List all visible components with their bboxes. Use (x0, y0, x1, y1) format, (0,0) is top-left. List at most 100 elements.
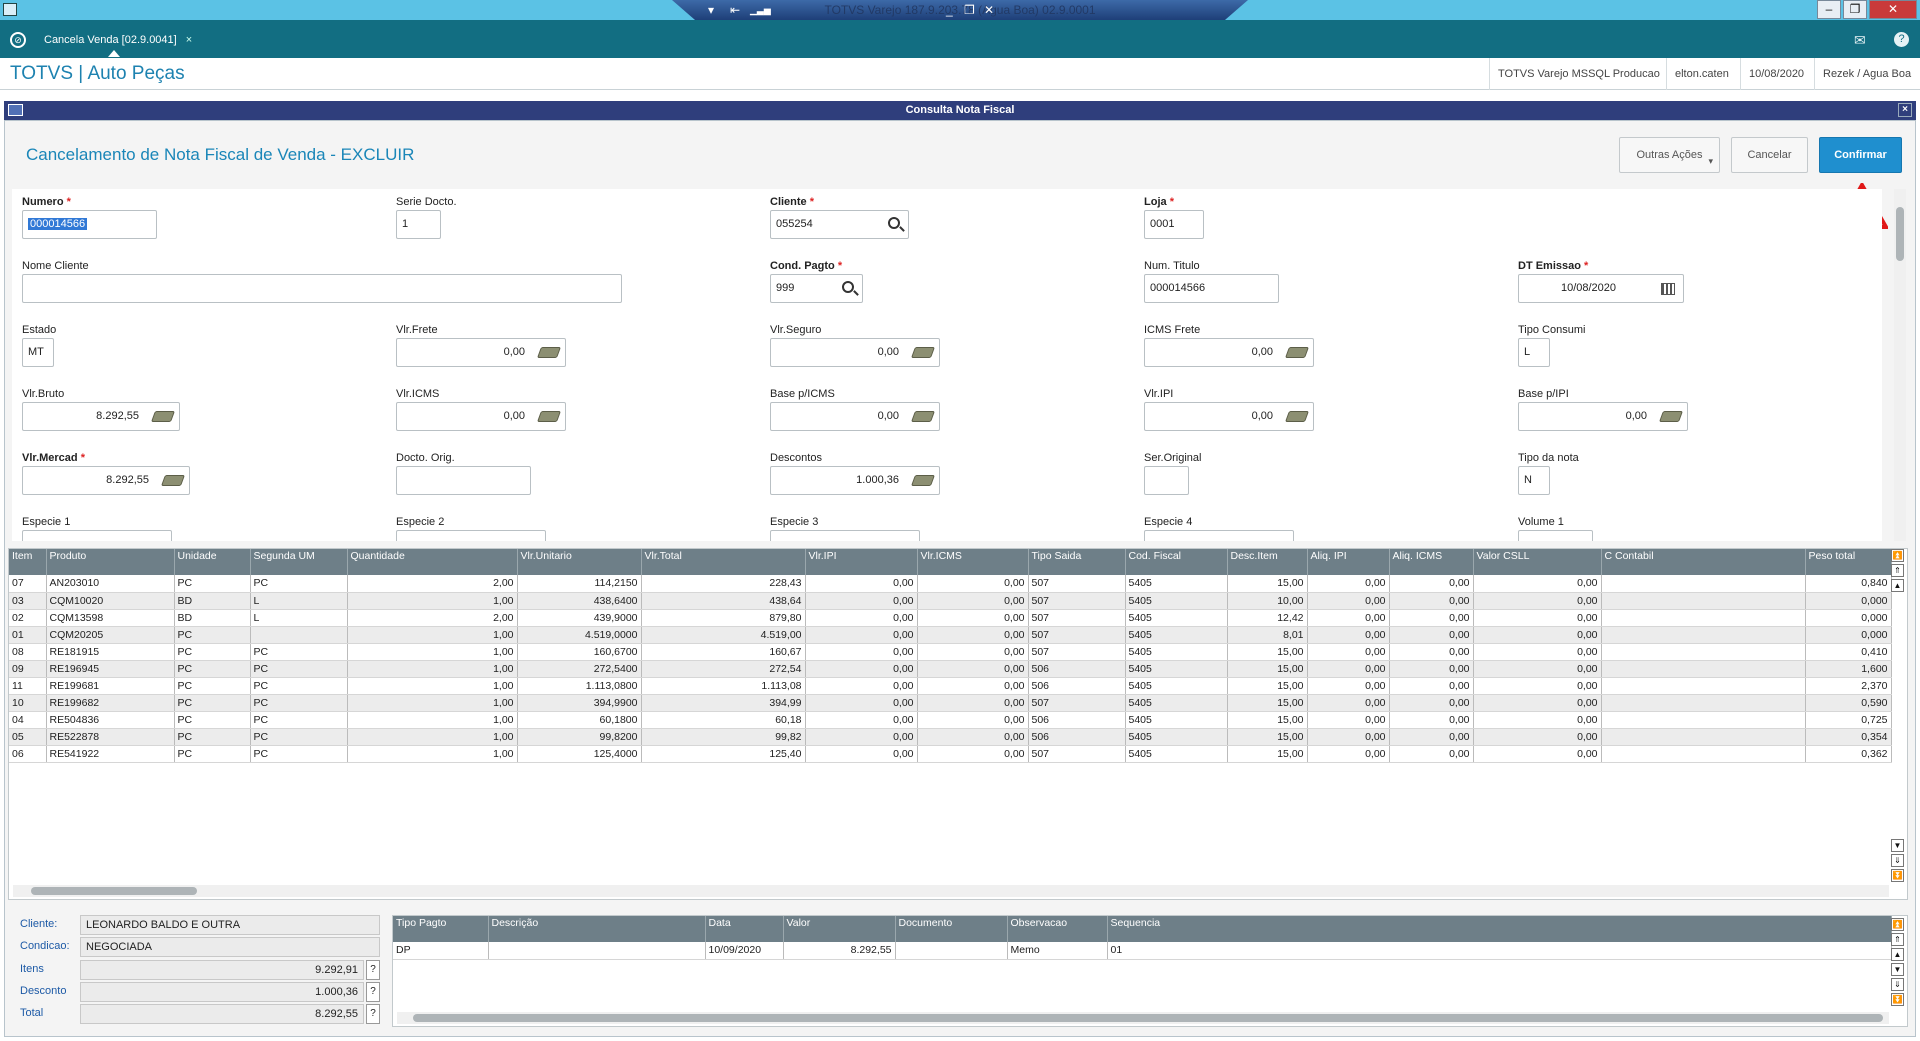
column-header[interactable]: Unidade (174, 549, 251, 575)
column-header[interactable]: Valor CSLL (1473, 549, 1602, 575)
form-scrollbar[interactable] (1894, 189, 1906, 541)
table-row[interactable]: 11 RE199681 PC PC 1,00 1.113,0800 1.113,08 0,00… (9, 677, 1892, 695)
cond-pagto-field[interactable]: 999 (770, 274, 863, 303)
page-up-icon[interactable]: ⇑ (1891, 933, 1904, 946)
next-record-icon[interactable]: ▼ (1891, 839, 1904, 852)
column-header[interactable]: Descrição (488, 916, 706, 942)
column-header[interactable]: Valor (783, 916, 896, 942)
num-titulo-field[interactable]: 000014566 (1144, 274, 1279, 303)
next-record-icon[interactable]: ▼ (1891, 963, 1904, 976)
column-header[interactable]: Desc.Item (1227, 549, 1308, 575)
tab-cancela-venda[interactable]: Cancela Venda [02.9.0041] × (34, 28, 202, 54)
table-row[interactable]: 07 AN203010 PC PC 2,00 114,2150 228,43 0,00 0,00… (9, 575, 1892, 593)
vlr-frete-field[interactable]: 0,00 (396, 338, 566, 367)
table-row[interactable]: 04 RE504836 PC PC 1,00 60,1800 60,18 0,00 0,00 50… (9, 711, 1892, 729)
close-button[interactable]: ✕ (1869, 0, 1917, 19)
vlr-icms-field[interactable]: 0,00 (396, 402, 566, 431)
restore-button[interactable]: ❐ (1843, 0, 1867, 19)
estado-field[interactable]: MT (22, 338, 54, 367)
last-record-icon[interactable]: ⏬ (1891, 869, 1904, 882)
calendar-icon[interactable] (1661, 283, 1675, 295)
vlr-mercad-field[interactable]: 8.292,55 (22, 466, 190, 495)
column-header[interactable]: Data (705, 916, 784, 942)
search-icon[interactable] (842, 281, 854, 293)
money-icon[interactable] (160, 475, 186, 486)
last-record-icon[interactable]: ⏬ (1891, 993, 1904, 1006)
money-icon[interactable] (536, 411, 562, 422)
column-header[interactable]: Item (9, 549, 47, 575)
table-row[interactable]: 10 RE199682 PC PC 1,00 394,9900 394,99 0,00 0,00… (9, 694, 1892, 712)
loja-field[interactable]: 0001 (1144, 210, 1204, 239)
column-header[interactable]: Aliq. IPI (1307, 549, 1390, 575)
money-icon[interactable] (910, 475, 936, 486)
confirm-button[interactable]: Confirmar (1819, 137, 1902, 173)
money-icon[interactable] (1284, 411, 1310, 422)
column-header[interactable]: Documento (895, 916, 1008, 942)
column-header[interactable]: Observacao (1007, 916, 1108, 942)
icms-frete-field[interactable]: 0,00 (1144, 338, 1314, 367)
session-close-button[interactable]: ✕ (984, 3, 995, 17)
table-row[interactable]: 02 CQM13598 BD L 2,00 439,9000 879,80 0,00 0,00 5… (9, 609, 1892, 627)
column-header[interactable]: Tipo Pagto (393, 916, 489, 942)
cliente-field[interactable]: 055254 (770, 210, 909, 239)
money-icon[interactable] (150, 411, 176, 422)
page-up-icon[interactable]: ⇑ (1891, 564, 1904, 577)
especie2-field[interactable] (396, 530, 546, 541)
form-scrollbar-thumb[interactable] (1896, 207, 1904, 261)
nome-cliente-field[interactable] (22, 274, 622, 303)
tab-close-icon[interactable]: × (185, 34, 193, 46)
items-hscrollbar-thumb[interactable] (31, 887, 197, 895)
table-row[interactable]: DP 10/09/2020 8.292,55 Memo 01 (393, 942, 1892, 960)
session-dropdown-icon[interactable]: ▾ (708, 3, 715, 17)
money-icon[interactable] (910, 347, 936, 358)
prev-record-icon[interactable]: ▲ (1891, 579, 1904, 592)
table-row[interactable]: 05 RE522878 PC PC 1,00 99,8200 99,82 0,00 0,00 50… (9, 728, 1892, 746)
first-record-icon[interactable]: ⏫ (1891, 918, 1904, 931)
table-row[interactable]: 08 RE181915 PC PC 1,00 160,6700 160,67 0,00 0,00… (9, 643, 1892, 661)
table-row[interactable]: 01 CQM20205 PC 1,00 4.519,0000 4.519,00 0,00 0,… (9, 626, 1892, 644)
pin-icon[interactable]: ⇤ (730, 3, 741, 17)
especie3-field[interactable] (770, 530, 920, 541)
cancel-button[interactable]: Cancelar (1731, 137, 1808, 173)
column-header[interactable]: Sequencia (1107, 916, 1892, 942)
column-header[interactable]: Quantidade (347, 549, 518, 575)
session-restore-button[interactable]: ❐ (964, 3, 975, 17)
volume1-field[interactable] (1518, 530, 1593, 541)
first-record-icon[interactable]: ⏫ (1891, 549, 1904, 562)
table-row[interactable]: 03 CQM10020 BD L 1,00 438,6400 438,64 0,00 0,00 5… (9, 592, 1892, 610)
numero-field[interactable]: 000014566 (22, 210, 157, 239)
page-down-icon[interactable]: ⇓ (1891, 978, 1904, 991)
column-header[interactable]: Vlr.ICMS (917, 549, 1029, 575)
mail-icon[interactable]: ✉ (1854, 32, 1866, 48)
serie-field[interactable]: 1 (396, 210, 441, 239)
prev-record-icon[interactable]: ▲ (1891, 948, 1904, 961)
totvs-logo-icon[interactable]: ⊘ (10, 32, 26, 48)
ser-original-field[interactable] (1144, 466, 1189, 495)
tipo-nota-field[interactable]: N (1518, 466, 1550, 495)
page-down-icon[interactable]: ⇓ (1891, 854, 1904, 867)
column-header[interactable]: Aliq. ICMS (1389, 549, 1474, 575)
column-header[interactable]: C Contabil (1601, 549, 1806, 575)
help-icon[interactable]: ? (1894, 32, 1909, 47)
session-minimize-button[interactable]: _ (946, 3, 953, 17)
money-icon[interactable] (1284, 347, 1310, 358)
column-header[interactable]: Produto (46, 549, 175, 575)
dialog-close-button[interactable]: × (1898, 103, 1912, 117)
docto-orig-field[interactable] (396, 466, 531, 495)
minimize-button[interactable]: – (1817, 0, 1841, 19)
especie1-field[interactable] (22, 530, 172, 541)
column-header[interactable]: Segunda UM (250, 549, 348, 575)
column-header[interactable]: Tipo Saida (1028, 549, 1126, 575)
dt-emissao-field[interactable]: 10/08/2020 (1518, 274, 1684, 303)
money-icon[interactable] (910, 411, 936, 422)
payments-hscrollbar-thumb[interactable] (413, 1014, 1883, 1022)
descontos-field[interactable]: 1.000,36 (770, 466, 940, 495)
tipo-consumi-field[interactable]: L (1518, 338, 1550, 367)
other-actions-button[interactable]: Outras Ações ▾ (1619, 137, 1720, 173)
itens-help-button[interactable]: ? (366, 960, 380, 980)
base-icms-field[interactable]: 0,00 (770, 402, 940, 431)
column-header[interactable]: Vlr.Unitario (517, 549, 642, 575)
base-ipi-field[interactable]: 0,00 (1518, 402, 1688, 431)
table-row[interactable]: 09 RE196945 PC PC 1,00 272,5400 272,54 0,00 0,00… (9, 660, 1892, 678)
column-header[interactable]: Vlr.IPI (805, 549, 918, 575)
